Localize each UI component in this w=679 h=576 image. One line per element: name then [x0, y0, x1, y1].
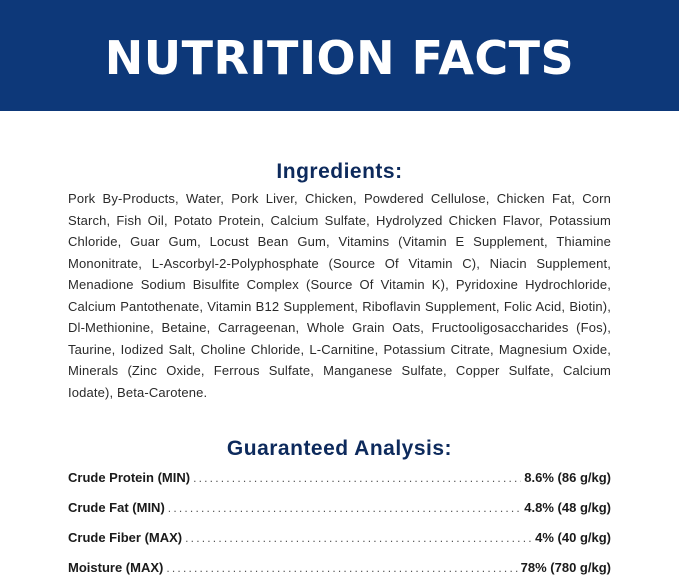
nutrition-facts-banner: NUTRITION FACTS — [0, 0, 679, 111]
analysis-label: Crude Protein (MIN) — [68, 470, 191, 485]
analysis-row-crude-protein: Crude Protein (MIN) ....................… — [68, 470, 611, 500]
analysis-label: Crude Fiber (MAX) — [68, 530, 183, 545]
guaranteed-analysis-heading: Guaranteed Analysis: — [226, 437, 453, 460]
analysis-label: Moisture (MAX) — [68, 560, 164, 575]
analysis-row-moisture: Moisture (MAX) .........................… — [68, 560, 611, 576]
analysis-value: 4% (40 g/kg) — [535, 530, 611, 545]
analysis-row-crude-fat: Crude Fat (MIN) ........................… — [68, 500, 611, 530]
analysis-value: 8.6% (86 g/kg) — [524, 470, 611, 485]
analysis-label: Crude Fat (MIN) — [68, 500, 165, 515]
dot-leader: ........................................… — [166, 561, 517, 575]
ingredients-heading: Ingredients: — [276, 160, 403, 183]
dot-leader: ........................................… — [185, 531, 533, 545]
dot-leader: ........................................… — [167, 501, 522, 515]
page-title: NUTRITION FACTS — [104, 30, 575, 85]
analysis-value: 78% (780 g/kg) — [520, 560, 611, 575]
analysis-row-crude-fiber: Crude Fiber (MAX) ......................… — [68, 530, 611, 560]
guaranteed-analysis-table: Crude Protein (MIN) ....................… — [68, 470, 611, 576]
dot-leader: ........................................… — [193, 471, 522, 485]
ingredients-text: Pork By-Products, Water, Pork Liver, Chi… — [68, 191, 611, 400]
analysis-value: 4.8% (48 g/kg) — [524, 500, 611, 515]
